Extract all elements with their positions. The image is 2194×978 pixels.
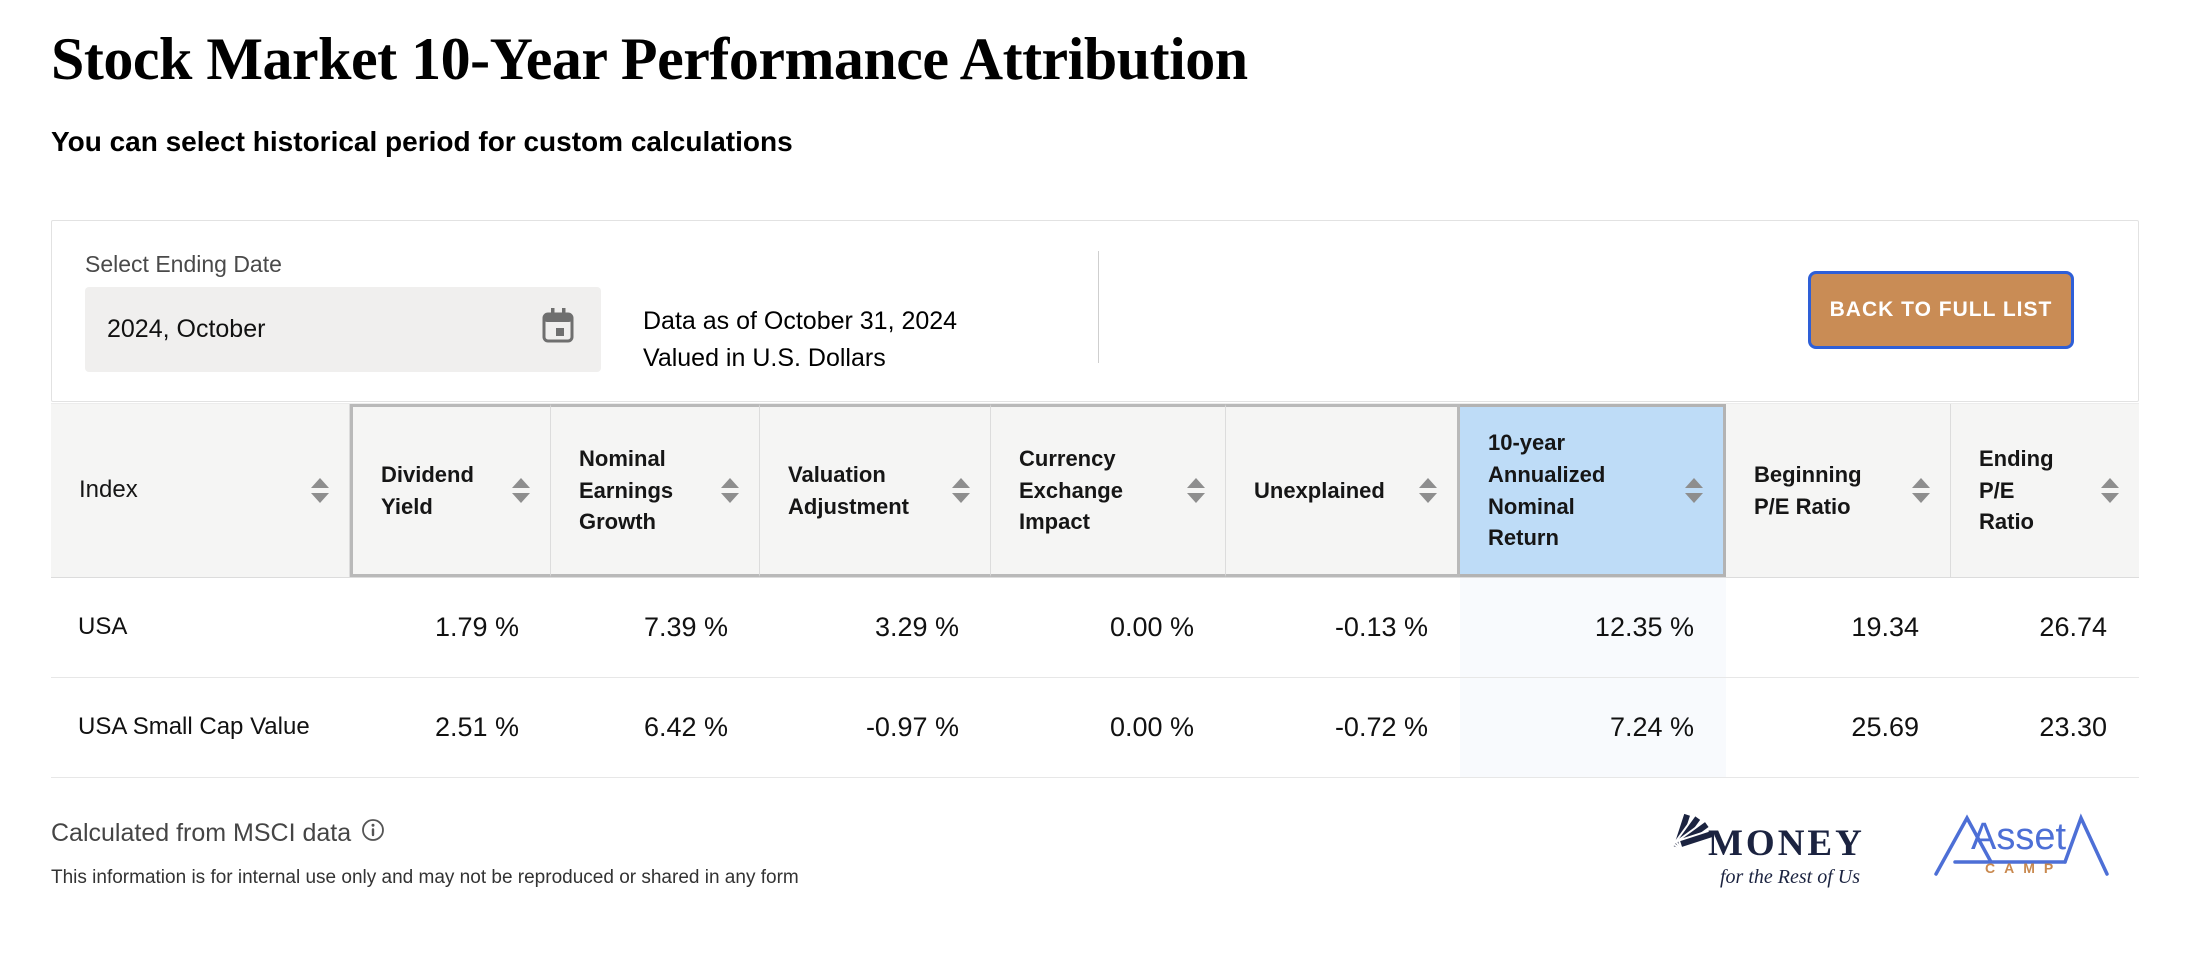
currency-exchange-impact-cell: 0.00 %: [1109, 612, 1194, 642]
table-row-usa-small-cap-value: USA Small Cap Value 2.51 % 6.42 % -0.97 …: [51, 678, 2139, 778]
assetcamp-camp-text: CAMP: [1985, 860, 2063, 876]
sort-icon[interactable]: [721, 478, 739, 503]
annualized-nominal-return-cell: 12.35 %: [1460, 578, 1726, 677]
column-header-10-year-annualized-nominal-return[interactable]: 10-year Annualized Nominal Return: [1460, 404, 1726, 577]
column-header-beginning-pe-ratio[interactable]: Beginning P/E Ratio: [1726, 404, 1951, 577]
column-header-valuation-adjustment[interactable]: Valuation Adjustment: [760, 404, 991, 577]
assetcamp-wordmark: Asset: [1971, 816, 2067, 858]
money-for-the-rest-of-us-logo: MONEY for the Rest of Us: [1672, 804, 1877, 914]
currency-exchange-impact-cell: 0.00 %: [1109, 712, 1194, 742]
index-cell: USA: [78, 613, 128, 641]
valuation-adjustment-cell: -0.97 %: [865, 712, 959, 742]
column-header-dividend-yield[interactable]: Dividend Yield: [350, 404, 551, 577]
ending-date-value: 2024, October: [107, 315, 266, 343]
nominal-earnings-growth-cell: 6.42 %: [643, 712, 728, 742]
column-header-unexplained[interactable]: Unexplained: [1226, 404, 1460, 577]
dividend-yield-cell: 2.51 %: [434, 712, 519, 742]
assetcamp-tent-icon: [1934, 813, 2109, 876]
data-as-of-block: Data as of October 31, 2024 Valued in U.…: [643, 303, 957, 377]
sort-icon[interactable]: [1187, 478, 1205, 503]
footer-text-block: Calculated from MSCI data This informati…: [51, 818, 1672, 889]
performance-table: Index Dividend Yield Nominal Earnings Gr…: [51, 403, 2139, 778]
data-as-of-text: Data as of October 31, 2024: [643, 307, 958, 335]
disclaimer-text: This information is for internal use onl…: [51, 867, 799, 888]
index-cell: USA Small Cap Value: [78, 713, 310, 741]
valued-in-text: Valued in U.S. Dollars: [643, 344, 886, 372]
assetcamp-logo: Asset CAMP: [1933, 804, 2111, 900]
column-header-nominal-earnings-growth[interactable]: Nominal Earnings Growth: [551, 404, 760, 577]
beginning-pe-cell: 19.34: [1851, 612, 1919, 642]
sort-icon[interactable]: [311, 478, 329, 503]
sort-icon[interactable]: [2101, 478, 2119, 503]
calendar-icon[interactable]: [541, 308, 575, 351]
sort-icon[interactable]: [512, 478, 530, 503]
sort-icon[interactable]: [1685, 478, 1703, 503]
valuation-adjustment-cell: 3.29 %: [874, 612, 959, 642]
ending-date-picker[interactable]: 2024, October: [85, 287, 601, 372]
money-tagline: for the Rest of Us: [1720, 866, 1860, 888]
fanned-bills-icon: [1672, 811, 1717, 851]
sort-icon[interactable]: [952, 478, 970, 503]
column-header-index[interactable]: Index: [51, 404, 350, 577]
column-header-ending-pe-ratio[interactable]: Ending P/E Ratio: [1951, 404, 2139, 577]
table-row-usa: USA 1.79 % 7.39 % 3.29 % 0.00 % -0.13 % …: [51, 578, 2139, 678]
money-wordmark: MONEY: [1708, 823, 1865, 864]
data-source-text: Calculated from MSCI data: [51, 819, 352, 847]
sort-icon[interactable]: [1419, 478, 1437, 503]
vertical-divider: [1098, 251, 1099, 363]
page-subtitle: You can select historical period for cus…: [51, 126, 793, 157]
footer: Calculated from MSCI data This informati…: [51, 811, 2139, 914]
nominal-earnings-growth-cell: 7.39 %: [643, 612, 728, 642]
page-title: Stock Market 10-Year Performance Attribu…: [51, 26, 1248, 92]
table-header-row: Index Dividend Yield Nominal Earnings Gr…: [51, 403, 2139, 578]
logos: MONEY for the Rest of Us Asset CAMP: [1672, 804, 2111, 914]
column-header-currency-exchange-impact[interactable]: Currency Exchange Impact: [991, 404, 1226, 577]
unexplained-cell: -0.13 %: [1334, 612, 1428, 642]
controls-panel: Select Ending Date 2024, October Data as…: [51, 220, 2139, 402]
unexplained-cell: -0.72 %: [1334, 712, 1428, 742]
select-ending-date-label: Select Ending Date: [85, 251, 282, 277]
annualized-nominal-return-cell: 7.24 %: [1460, 678, 1726, 777]
page: Stock Market 10-Year Performance Attribu…: [51, 26, 2139, 914]
info-icon[interactable]: [361, 818, 385, 849]
dividend-yield-cell: 1.79 %: [434, 612, 519, 642]
ending-pe-cell: 23.30: [2039, 712, 2107, 742]
beginning-pe-cell: 25.69: [1851, 712, 1919, 742]
back-to-full-list-button[interactable]: BACK TO FULL LIST: [1808, 271, 2074, 349]
ending-pe-cell: 26.74: [2039, 612, 2107, 642]
sort-icon[interactable]: [1912, 478, 1930, 503]
